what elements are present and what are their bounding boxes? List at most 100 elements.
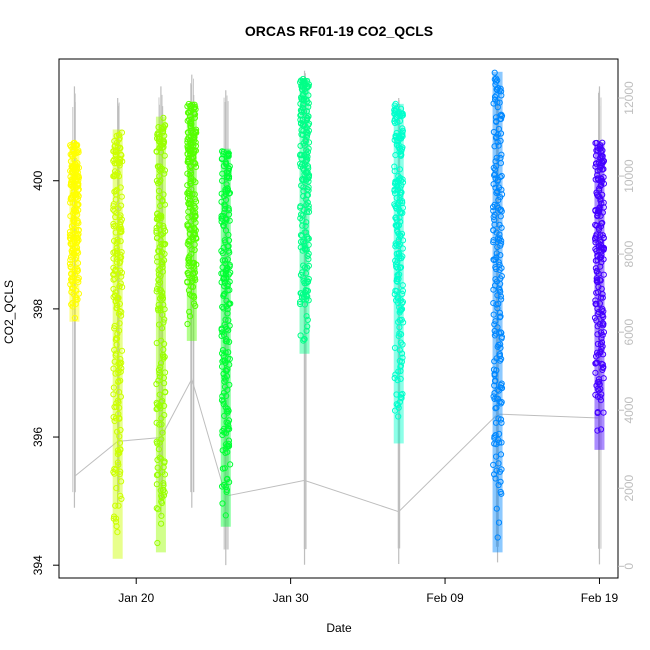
co2-point bbox=[157, 363, 164, 371]
co2-point bbox=[190, 159, 197, 166]
co2-point bbox=[192, 277, 199, 284]
co2-point bbox=[303, 313, 310, 320]
co2-point bbox=[192, 106, 199, 113]
co2-point bbox=[397, 375, 404, 382]
co2-point bbox=[159, 268, 166, 275]
altitude-layer bbox=[72, 70, 602, 566]
co2-point bbox=[392, 407, 399, 414]
co2-point bbox=[600, 174, 607, 181]
co2-point bbox=[490, 300, 497, 307]
co2-point bbox=[75, 275, 82, 282]
co2-point bbox=[302, 223, 309, 230]
co2-point bbox=[592, 233, 600, 240]
co2-point bbox=[305, 256, 312, 263]
co2-point bbox=[118, 152, 125, 159]
co2-point bbox=[154, 254, 161, 261]
co2-point bbox=[184, 182, 191, 189]
co2-point bbox=[304, 316, 311, 323]
co2-point bbox=[155, 267, 162, 274]
co2-point bbox=[593, 139, 600, 147]
co2-point bbox=[71, 157, 78, 164]
co2-point bbox=[600, 409, 607, 416]
co2-band bbox=[112, 129, 123, 559]
co2-point bbox=[73, 191, 80, 198]
co2-point bbox=[393, 391, 400, 398]
co2-point bbox=[192, 209, 199, 216]
co2-point bbox=[594, 144, 601, 151]
co2-point bbox=[160, 191, 167, 198]
co2-point bbox=[223, 338, 230, 345]
co2-point bbox=[304, 83, 311, 90]
co2-point bbox=[299, 105, 307, 112]
co2-point bbox=[218, 397, 226, 404]
co2-point bbox=[161, 167, 168, 174]
co2-point bbox=[395, 413, 402, 420]
co2-point bbox=[305, 208, 313, 215]
co2-point bbox=[153, 288, 160, 295]
co2-point bbox=[161, 132, 168, 139]
co2-point bbox=[74, 266, 81, 273]
co2-point bbox=[497, 478, 504, 485]
co2-point bbox=[491, 358, 498, 365]
co2-point bbox=[396, 209, 404, 216]
co2-point bbox=[118, 478, 125, 485]
co2-point bbox=[497, 252, 504, 259]
co2-point bbox=[154, 464, 161, 471]
co2-point bbox=[159, 295, 166, 302]
co2-point bbox=[596, 300, 604, 307]
co2-point bbox=[157, 305, 164, 312]
co2-point bbox=[160, 140, 167, 147]
co2-point bbox=[192, 302, 199, 309]
y2-tick-label: 2000 bbox=[622, 475, 636, 502]
co2-point bbox=[223, 181, 230, 188]
co2-point bbox=[189, 270, 196, 277]
co2-point bbox=[597, 277, 604, 284]
co2-point bbox=[161, 250, 168, 257]
co2-point bbox=[160, 482, 167, 489]
co2-point bbox=[592, 176, 599, 183]
co2-point bbox=[161, 471, 168, 478]
co2-point bbox=[158, 415, 165, 422]
co2-point bbox=[298, 111, 305, 118]
co2-point bbox=[301, 264, 309, 271]
co2-point bbox=[157, 402, 164, 409]
co2-point bbox=[115, 379, 122, 386]
co2-point bbox=[185, 214, 192, 221]
co2-point bbox=[115, 173, 123, 180]
co2-point bbox=[596, 321, 603, 328]
co2-point bbox=[67, 199, 74, 206]
co2-point bbox=[494, 138, 501, 146]
co2-point bbox=[399, 179, 407, 186]
co2-point bbox=[156, 173, 163, 180]
co2-point bbox=[599, 361, 606, 368]
co2-point bbox=[391, 344, 399, 351]
co2-point bbox=[221, 412, 228, 419]
co2-point bbox=[593, 147, 600, 154]
co2-point bbox=[224, 185, 231, 192]
co2-point bbox=[491, 172, 498, 179]
co2-point bbox=[392, 261, 399, 268]
co2-point bbox=[594, 340, 602, 348]
co2-point bbox=[192, 198, 200, 205]
co2-point bbox=[595, 224, 602, 231]
co2-point bbox=[222, 203, 229, 210]
co2-point bbox=[192, 128, 200, 135]
co2-point bbox=[223, 419, 230, 426]
co2-point bbox=[305, 262, 312, 269]
co2-point bbox=[118, 347, 126, 354]
co2-point bbox=[491, 171, 498, 178]
co2-point bbox=[114, 428, 121, 435]
co2-point bbox=[117, 368, 124, 375]
co2-point bbox=[301, 336, 308, 343]
co2-point bbox=[391, 186, 398, 193]
co2-point bbox=[492, 330, 499, 337]
co2-point bbox=[490, 207, 497, 214]
co2-point bbox=[113, 515, 120, 522]
co2-point bbox=[113, 341, 120, 348]
co2-point bbox=[161, 369, 169, 376]
co2-point bbox=[153, 227, 160, 234]
altitude-transit-line bbox=[74, 377, 600, 513]
co2-point bbox=[491, 372, 498, 379]
x-axis: Jan 20 Jan 30 Feb 09 Feb 19 bbox=[118, 578, 618, 605]
co2-point bbox=[498, 151, 505, 158]
